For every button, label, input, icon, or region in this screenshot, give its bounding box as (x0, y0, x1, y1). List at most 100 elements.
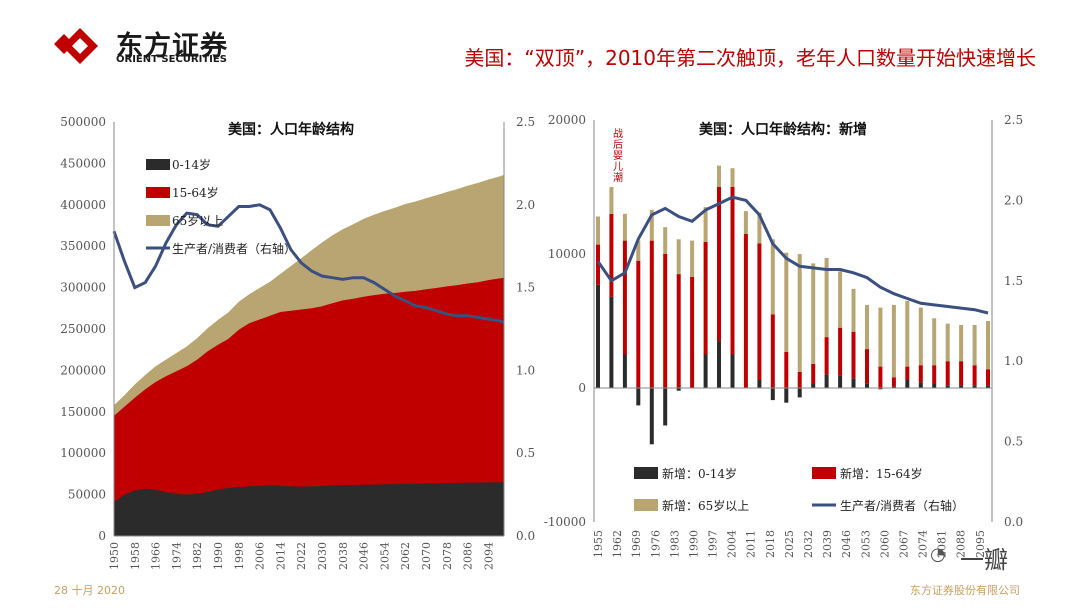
wechat-icon: ◔ (930, 544, 946, 565)
bar-s1 (932, 384, 937, 388)
legend-label: 新增：65岁以上 (662, 498, 749, 513)
bar-s1 (905, 380, 910, 388)
bar-s2 (851, 331, 856, 379)
y-left-tick: 500000 (60, 115, 106, 129)
company-logo: 东方证券 ORIENT SECURITIES (52, 26, 252, 70)
bar-s3 (703, 207, 708, 242)
x-tick: 2046 (840, 530, 853, 558)
x-tick: 2022 (295, 542, 308, 570)
bar-s1 (717, 341, 721, 388)
bar-s3 (878, 307, 883, 367)
bar-s3 (905, 300, 910, 367)
bar-s3 (865, 304, 869, 350)
bar-s1 (891, 386, 896, 388)
chart-title: 美国：人口年龄结构：新增 (699, 121, 867, 138)
bar-s2 (824, 337, 829, 375)
bar-s2 (945, 361, 950, 386)
bar-s2 (932, 365, 937, 384)
bar-s3 (743, 211, 748, 234)
y-right-tick: 2.0 (516, 198, 535, 212)
bar-s2 (784, 351, 789, 388)
bar-s1 (757, 380, 762, 388)
bar-s2 (986, 369, 990, 386)
y-right-tick: 1.0 (516, 363, 535, 377)
bar-s2 (703, 241, 708, 355)
bar-s3 (676, 239, 681, 275)
bar-s1 (851, 378, 856, 388)
x-tick: 1958 (129, 542, 142, 570)
bar-s2 (663, 254, 668, 388)
bar-s1 (676, 388, 681, 391)
bar-s2 (865, 349, 869, 384)
bar-s2 (770, 314, 775, 388)
y-left-tick: 10000 (548, 247, 586, 261)
y-right-tick: 0.5 (1004, 435, 1023, 449)
bar-s1 (596, 284, 600, 388)
bar-s2 (959, 361, 964, 386)
chart-title: 美国：人口年龄结构 (228, 121, 354, 138)
legend-label: 新增：0-14岁 (662, 466, 737, 481)
bar-s1 (730, 354, 735, 388)
bar-s2 (811, 363, 816, 384)
x-tick: 1990 (212, 542, 225, 570)
watermark: 一瓣 (960, 546, 1008, 574)
legend-swatch (812, 467, 836, 479)
bar-s2 (596, 244, 600, 285)
x-tick: 2046 (358, 542, 371, 570)
y-left-tick: 250000 (60, 322, 106, 336)
bar-s3 (784, 252, 789, 352)
legend-label: 65岁以上 (172, 213, 223, 228)
bar-s1 (972, 385, 977, 388)
line-series-ratio (112, 203, 505, 324)
bar-s2 (690, 276, 695, 388)
x-tick: 2074 (917, 530, 930, 558)
x-tick: 2014 (274, 542, 287, 570)
x-tick: 1962 (611, 530, 624, 558)
bar-s3 (730, 168, 735, 187)
bar-s2 (878, 366, 883, 388)
legend-label: 15-64岁 (172, 185, 219, 200)
x-tick: 2094 (482, 542, 495, 570)
x-tick: 1966 (150, 542, 163, 570)
x-tick: 2038 (337, 542, 350, 570)
bar-s3 (824, 258, 829, 338)
bar-s3 (811, 263, 816, 364)
y-right-tick: 0.0 (516, 529, 535, 543)
legend-label: 生产者/消费者（右轴） (840, 498, 964, 513)
y-left-tick: -10000 (544, 515, 586, 529)
legend-label: 0-14岁 (172, 157, 211, 172)
y-left-tick: 450000 (60, 156, 106, 170)
x-tick: 2004 (726, 530, 739, 558)
bar-s1 (811, 384, 816, 388)
bar-s1 (824, 374, 829, 388)
y-left-tick: 200000 (60, 363, 106, 377)
x-tick: 2054 (378, 542, 391, 570)
y-right-tick: 2.5 (516, 115, 535, 129)
y-left-tick: 0 (98, 529, 106, 543)
bar-s1 (609, 296, 614, 388)
bar-s2 (743, 233, 748, 388)
x-tick: 2030 (316, 542, 329, 570)
x-tick: 1998 (233, 542, 246, 570)
bar-s1 (622, 354, 627, 388)
x-tick: 1950 (108, 542, 121, 570)
area-series-2 (114, 277, 504, 536)
bar-s1 (986, 385, 990, 388)
logo-mark-icon (54, 28, 98, 64)
bar-s3 (622, 213, 627, 241)
x-tick: 2070 (420, 542, 433, 570)
bar-s2 (891, 377, 896, 387)
footer-date: 28 十月 2020 (54, 584, 125, 597)
x-tick: 2086 (462, 542, 475, 570)
line-series-ratio (596, 195, 989, 315)
bar-s3 (986, 321, 990, 370)
bar-s2 (838, 327, 843, 376)
bar-s1 (865, 384, 869, 388)
x-tick: 2018 (764, 530, 777, 558)
legend-label: 新增：15-64岁 (840, 466, 923, 481)
y-left-tick: 300000 (60, 281, 106, 295)
bar-s1 (649, 388, 654, 445)
bar-s1 (959, 385, 964, 388)
bar-s1 (797, 388, 802, 398)
y-right-tick: 1.5 (1004, 274, 1023, 288)
